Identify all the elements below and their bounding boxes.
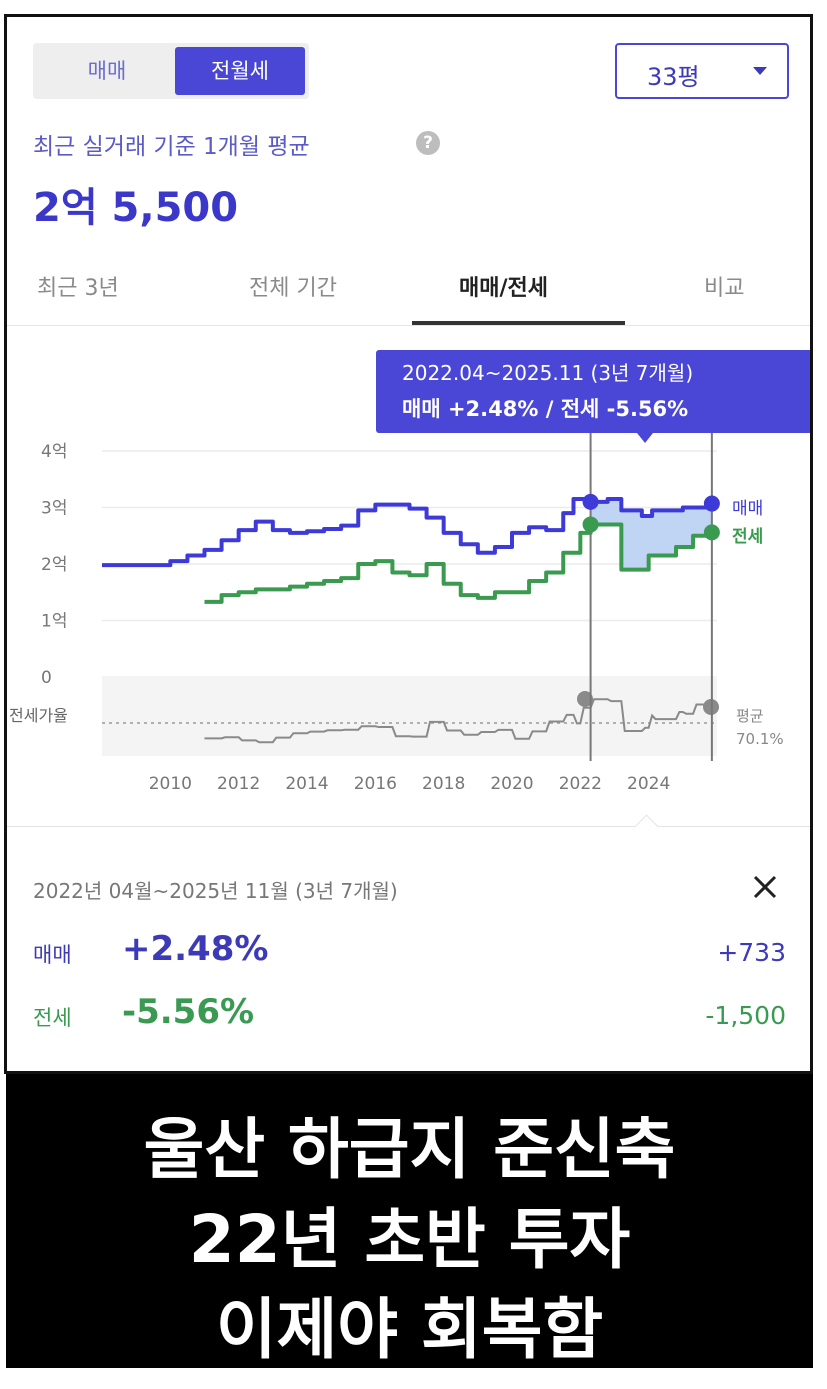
selection-range[interactable] <box>589 433 713 761</box>
ratio-start-marker <box>577 691 593 707</box>
ratio-panel: 전세가율 평균 70.1% <box>9 676 784 756</box>
rent-start-marker <box>582 516 599 533</box>
y-tick-label: 4억 <box>41 442 67 462</box>
x-tick-label: 2020 <box>490 774 533 794</box>
tab-trade-vs-rent[interactable]: 매매/전세 <box>459 253 548 325</box>
summary-trade-label: 매매 <box>33 943 72 967</box>
price-basis-label: 최근 실거래 기준 1개월 평균 <box>33 134 310 160</box>
trade-toggle-button[interactable]: 매매 <box>39 47 175 95</box>
ratio-average-value: 70.1% <box>736 730 784 748</box>
rent-series-line <box>204 522 714 604</box>
trade-series-line <box>102 497 714 568</box>
y-tick-label: 2억 <box>41 555 67 575</box>
summary-rent-label: 전세 <box>33 1006 72 1030</box>
tooltip-pointer <box>637 433 653 443</box>
y-tick-label: 1억 <box>41 612 67 632</box>
ratio-panel-background <box>102 676 717 756</box>
summary-trade-percent: +2.48% <box>122 929 269 969</box>
ratio-series-line <box>204 698 711 744</box>
x-tick-label: 2010 <box>149 774 192 794</box>
summary-rent-percent: -5.56% <box>122 992 255 1032</box>
caret-down-icon <box>753 67 767 75</box>
ratio-average-label: 평균 <box>736 707 764 725</box>
rent-end-label: 전세 <box>732 527 763 547</box>
y-tick-label: 0 <box>41 668 52 688</box>
close-icon[interactable] <box>747 869 783 905</box>
y-tick-label: 3억 <box>41 499 67 519</box>
rent-toggle-button[interactable]: 전월세 <box>175 47 305 95</box>
help-icon[interactable]: ? <box>416 131 440 155</box>
tooltip-background <box>376 350 810 433</box>
average-price: 2억 5,500 <box>33 185 239 231</box>
tooltip-change: 매매 +2.48% / 전세 -5.56% <box>402 397 688 421</box>
summary-period: 2022년 04월~2025년 11월 (3년 7개월) <box>33 879 398 903</box>
size-dropdown[interactable]: 33평 <box>615 43 789 99</box>
x-tick-label: 2018 <box>422 774 465 794</box>
tab-recent-3-years[interactable]: 최근 3년 <box>37 253 119 325</box>
summary-rent-value: -1,500 <box>705 1001 786 1030</box>
rent-end-marker <box>703 524 720 541</box>
caption-banner: 울산 하급지 준신축 22년 초반 투자 이제야 회복함 <box>6 1074 813 1368</box>
caption-line-2: 22년 초반 투자 <box>188 1201 631 1278</box>
caption-line-3: 이제야 회복함 <box>215 1291 604 1368</box>
active-tab-indicator <box>412 321 625 325</box>
trade-rent-gap-fill <box>590 499 712 570</box>
trade-end-marker <box>703 495 720 512</box>
trade-start-marker <box>582 493 599 510</box>
x-axis-ticks: 2010 2012 2014 2016 2018 2020 2022 2024 <box>149 774 671 794</box>
tab-compare[interactable]: 비교 <box>704 253 744 325</box>
section-divider <box>7 826 810 827</box>
x-tick-label: 2016 <box>354 774 397 794</box>
app-panel: 매매 전월세 33평 최근 실거래 기준 1개월 평균 ? 2억 5,500 최… <box>4 14 813 1074</box>
x-tick-label: 2012 <box>217 774 260 794</box>
period-tabs: 최근 3년 전체 기간 매매/전세 비교 <box>7 253 810 325</box>
ratio-label: 전세가율 <box>9 706 68 725</box>
tooltip-period: 2022.04~2025.11 (3년 7개월) <box>402 361 693 385</box>
trade-end-label: 매매 <box>732 499 763 519</box>
x-tick-label: 2014 <box>285 774 328 794</box>
tabs-divider <box>7 325 810 326</box>
x-tick-label: 2024 <box>627 774 670 794</box>
x-tick-label: 2022 <box>559 774 602 794</box>
range-tooltip: 2022.04~2025.11 (3년 7개월) 매매 +2.48% / 전세 … <box>376 350 810 443</box>
size-dropdown-value: 33평 <box>647 63 700 91</box>
y-axis-ticks: 4억 3억 2억 1억 0 <box>41 442 67 688</box>
summary-trade-value: +733 <box>717 938 786 967</box>
divider-notch <box>634 814 659 839</box>
caption-line-1: 울산 하급지 준신축 <box>143 1111 676 1188</box>
deal-type-toggle: 매매 전월세 <box>33 43 309 99</box>
tab-all-period[interactable]: 전체 기간 <box>249 253 337 325</box>
